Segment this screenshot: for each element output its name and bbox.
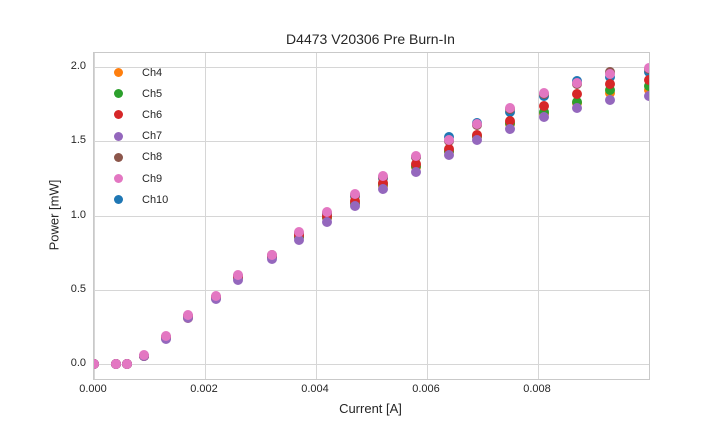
legend-marker-icon <box>114 152 123 162</box>
data-point-ch9 <box>644 62 649 73</box>
data-point-ch5 <box>538 107 549 118</box>
h-gridline <box>94 289 649 291</box>
data-point-ch9 <box>211 291 222 302</box>
data-point-ch5 <box>644 80 649 91</box>
v-gridline <box>204 53 206 379</box>
data-point-ch9 <box>505 102 516 113</box>
data-point-ch6 <box>505 116 516 127</box>
data-point-ch9 <box>233 270 244 281</box>
data-point-ch6 <box>377 177 388 188</box>
v-gridline <box>315 53 317 379</box>
legend-marker-icon <box>114 195 123 205</box>
y-axis-label: Power [mW] <box>46 179 62 251</box>
data-point-ch7 <box>410 166 421 177</box>
data-point-ch7 <box>349 200 360 211</box>
legend-item-ch7: Ch7 <box>107 126 168 147</box>
h-gridline <box>94 215 649 217</box>
data-point-ch9 <box>410 150 421 161</box>
data-point-ch7 <box>377 184 388 195</box>
data-point-ch7 <box>294 235 305 246</box>
data-point-ch9 <box>571 77 582 88</box>
y-tick-label: 0.0 <box>70 356 86 369</box>
v-gridline <box>94 53 95 379</box>
data-point-ch9 <box>377 170 388 181</box>
x-axis-label: Current [A] <box>339 401 402 416</box>
legend-item-ch9: Ch9 <box>107 168 168 189</box>
data-point-ch6 <box>571 89 582 100</box>
x-tick-label: 0.006 <box>412 383 440 395</box>
h-gridline <box>94 141 649 143</box>
data-point-ch6 <box>410 159 421 170</box>
data-point-ch7 <box>322 216 333 227</box>
data-point-ch7 <box>471 135 482 146</box>
legend-item-ch6: Ch6 <box>107 104 168 125</box>
x-tick-label: 0.002 <box>190 383 218 395</box>
legend-label: Ch4 <box>142 66 163 79</box>
data-point-ch9 <box>266 249 277 260</box>
legend-marker-icon <box>114 131 123 141</box>
data-point-ch7 <box>538 112 549 123</box>
y-tick-label: 1.0 <box>70 208 86 221</box>
x-tick-label: 0.004 <box>301 383 329 395</box>
data-point-ch9 <box>138 350 149 361</box>
legend-item-ch8: Ch8 <box>107 147 168 168</box>
data-point-ch7 <box>444 150 455 161</box>
data-point-ch9 <box>349 188 360 199</box>
data-point-ch7 <box>605 95 616 106</box>
legend-item-ch4: Ch4 <box>107 62 168 83</box>
legend-marker-icon <box>114 89 123 99</box>
h-gridline <box>94 67 649 69</box>
h-gridline <box>94 363 649 365</box>
legend-label: Ch10 <box>142 193 169 206</box>
data-point-ch9 <box>111 359 122 370</box>
chart-title: D4473 V20306 Pre Burn-In <box>286 31 455 47</box>
legend: Ch4 Ch5 Ch6 Ch7 Ch8 Ch9 Ch10 <box>107 62 168 210</box>
legend-label: Ch9 <box>142 172 163 185</box>
x-tick-label: 0.000 <box>79 383 107 395</box>
data-point-ch9 <box>294 226 305 237</box>
data-point-ch9 <box>183 310 194 321</box>
data-point-ch9 <box>161 331 172 342</box>
y-tick-label: 1.5 <box>70 134 86 147</box>
data-point-ch9 <box>444 135 455 146</box>
y-tick-label: 0.5 <box>70 282 86 295</box>
data-point-ch6 <box>471 129 482 140</box>
data-point-ch6 <box>644 74 649 85</box>
data-point-ch7 <box>505 123 516 134</box>
data-point-ch6 <box>444 144 455 155</box>
data-point-ch9 <box>94 359 99 370</box>
data-point-ch6 <box>605 79 616 90</box>
data-point-ch9 <box>471 119 482 130</box>
x-tick-label: 0.008 <box>523 383 551 395</box>
data-point-ch9 <box>322 206 333 217</box>
data-point-ch7 <box>571 102 582 113</box>
legend-label: Ch8 <box>142 151 163 164</box>
data-point-ch5 <box>571 96 582 107</box>
data-point-ch6 <box>538 101 549 112</box>
data-point-ch7 <box>644 90 649 101</box>
data-point-ch9 <box>122 359 133 370</box>
y-tick-label: 2.0 <box>70 60 86 73</box>
legend-marker-icon <box>114 68 123 78</box>
data-point-ch9 <box>538 88 549 98</box>
legend-item-ch5: Ch5 <box>107 83 168 104</box>
legend-marker-icon <box>114 110 123 120</box>
legend-label: Ch7 <box>142 130 163 143</box>
legend-label: Ch6 <box>142 108 163 121</box>
data-point-ch9 <box>605 69 616 80</box>
plot-area: Ch4 Ch5 Ch6 Ch7 Ch8 Ch9 Ch10 <box>93 52 650 380</box>
data-point-ch5 <box>605 85 616 96</box>
v-gridline <box>426 53 428 379</box>
legend-marker-icon <box>114 174 123 184</box>
legend-label: Ch5 <box>142 87 163 100</box>
v-gridline <box>537 53 539 379</box>
legend-item-ch10: Ch10 <box>107 189 168 210</box>
